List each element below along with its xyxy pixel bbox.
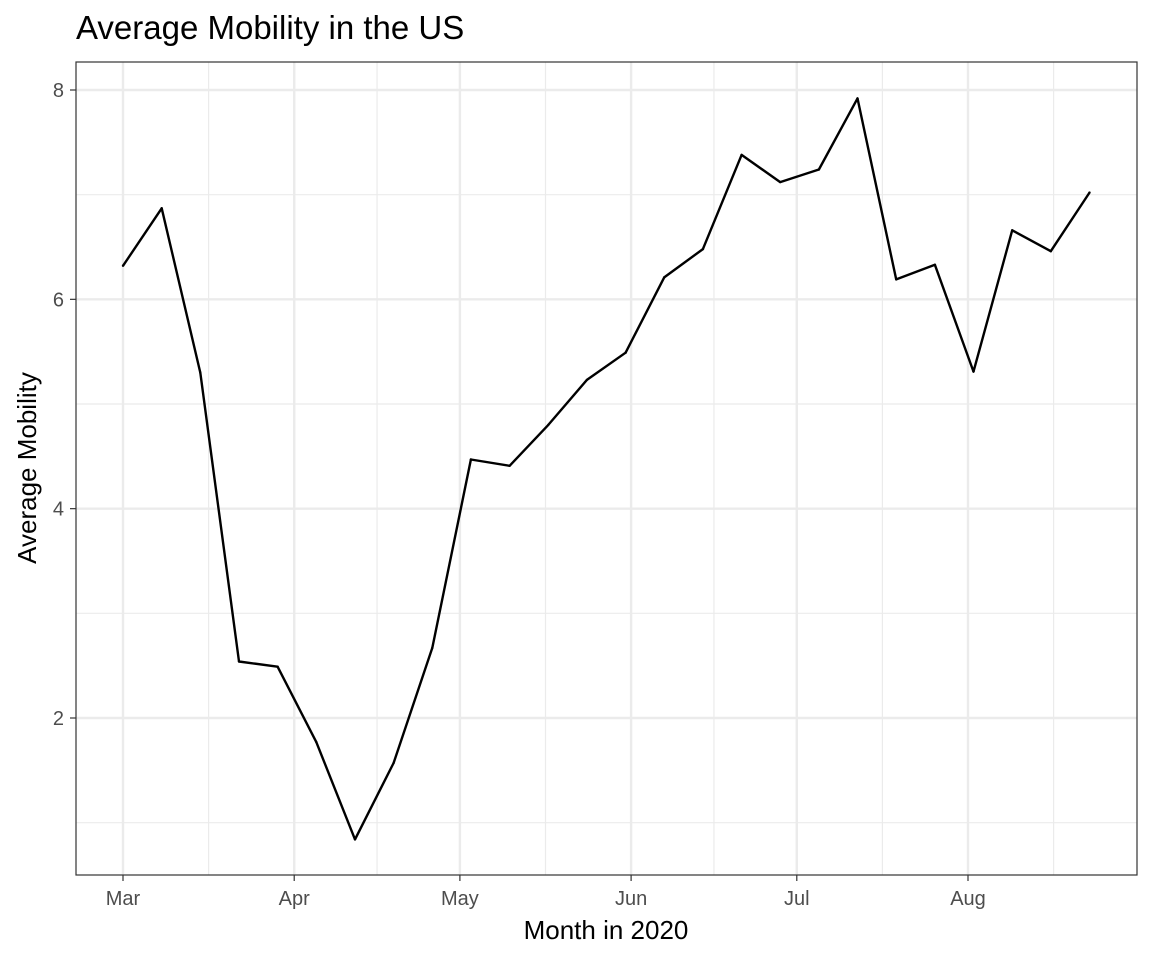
y-tick-label: 2 [53,708,64,730]
data-point [740,153,743,157]
data-point [1088,191,1091,194]
x-tick-label: Jun [615,888,647,910]
plot-background [76,62,1137,875]
data-point [817,168,821,171]
data-point [663,276,666,279]
y-axis: 2 4 6 8 [53,80,76,730]
data-point [160,207,163,210]
data-point [895,278,898,281]
x-tick-label: Mar [106,888,141,910]
data-point [353,838,357,841]
x-tick-label: Apr [279,888,310,910]
x-axis-title: Month in 2020 [524,915,689,945]
x-tick-label: Aug [950,888,986,910]
data-point [547,423,550,427]
data-point [1011,229,1014,232]
data-point [469,458,473,461]
plot-area [75,61,1138,876]
data-point [585,378,589,382]
data-point [199,371,202,374]
data-point [1049,250,1053,253]
data-point [392,761,395,765]
data-point [121,264,125,267]
data-point [508,464,511,467]
y-tick-label: 4 [53,499,64,521]
data-point [315,740,318,744]
y-axis-title: Average Mobility [12,372,42,564]
chart-title: Average Mobility in the US [76,9,464,46]
x-tick-label: May [441,888,479,910]
data-point [431,646,434,650]
x-axis: Mar Apr May Jun Jul Aug [106,875,986,910]
data-point [624,351,627,354]
data-point [276,665,279,668]
data-point [856,97,859,100]
data-point [779,180,782,184]
data-point [972,370,975,373]
x-tick-label: Jul [784,888,810,910]
data-point [237,660,241,663]
data-point [933,263,937,266]
data-point [701,247,705,251]
y-tick-label: 6 [53,289,64,311]
minor-gridlines [76,62,1137,875]
series-layer [121,97,1091,841]
plot-border [75,61,1138,876]
y-tick-label: 8 [53,80,64,102]
series-line [122,97,1091,841]
major-gridlines [76,62,1137,875]
